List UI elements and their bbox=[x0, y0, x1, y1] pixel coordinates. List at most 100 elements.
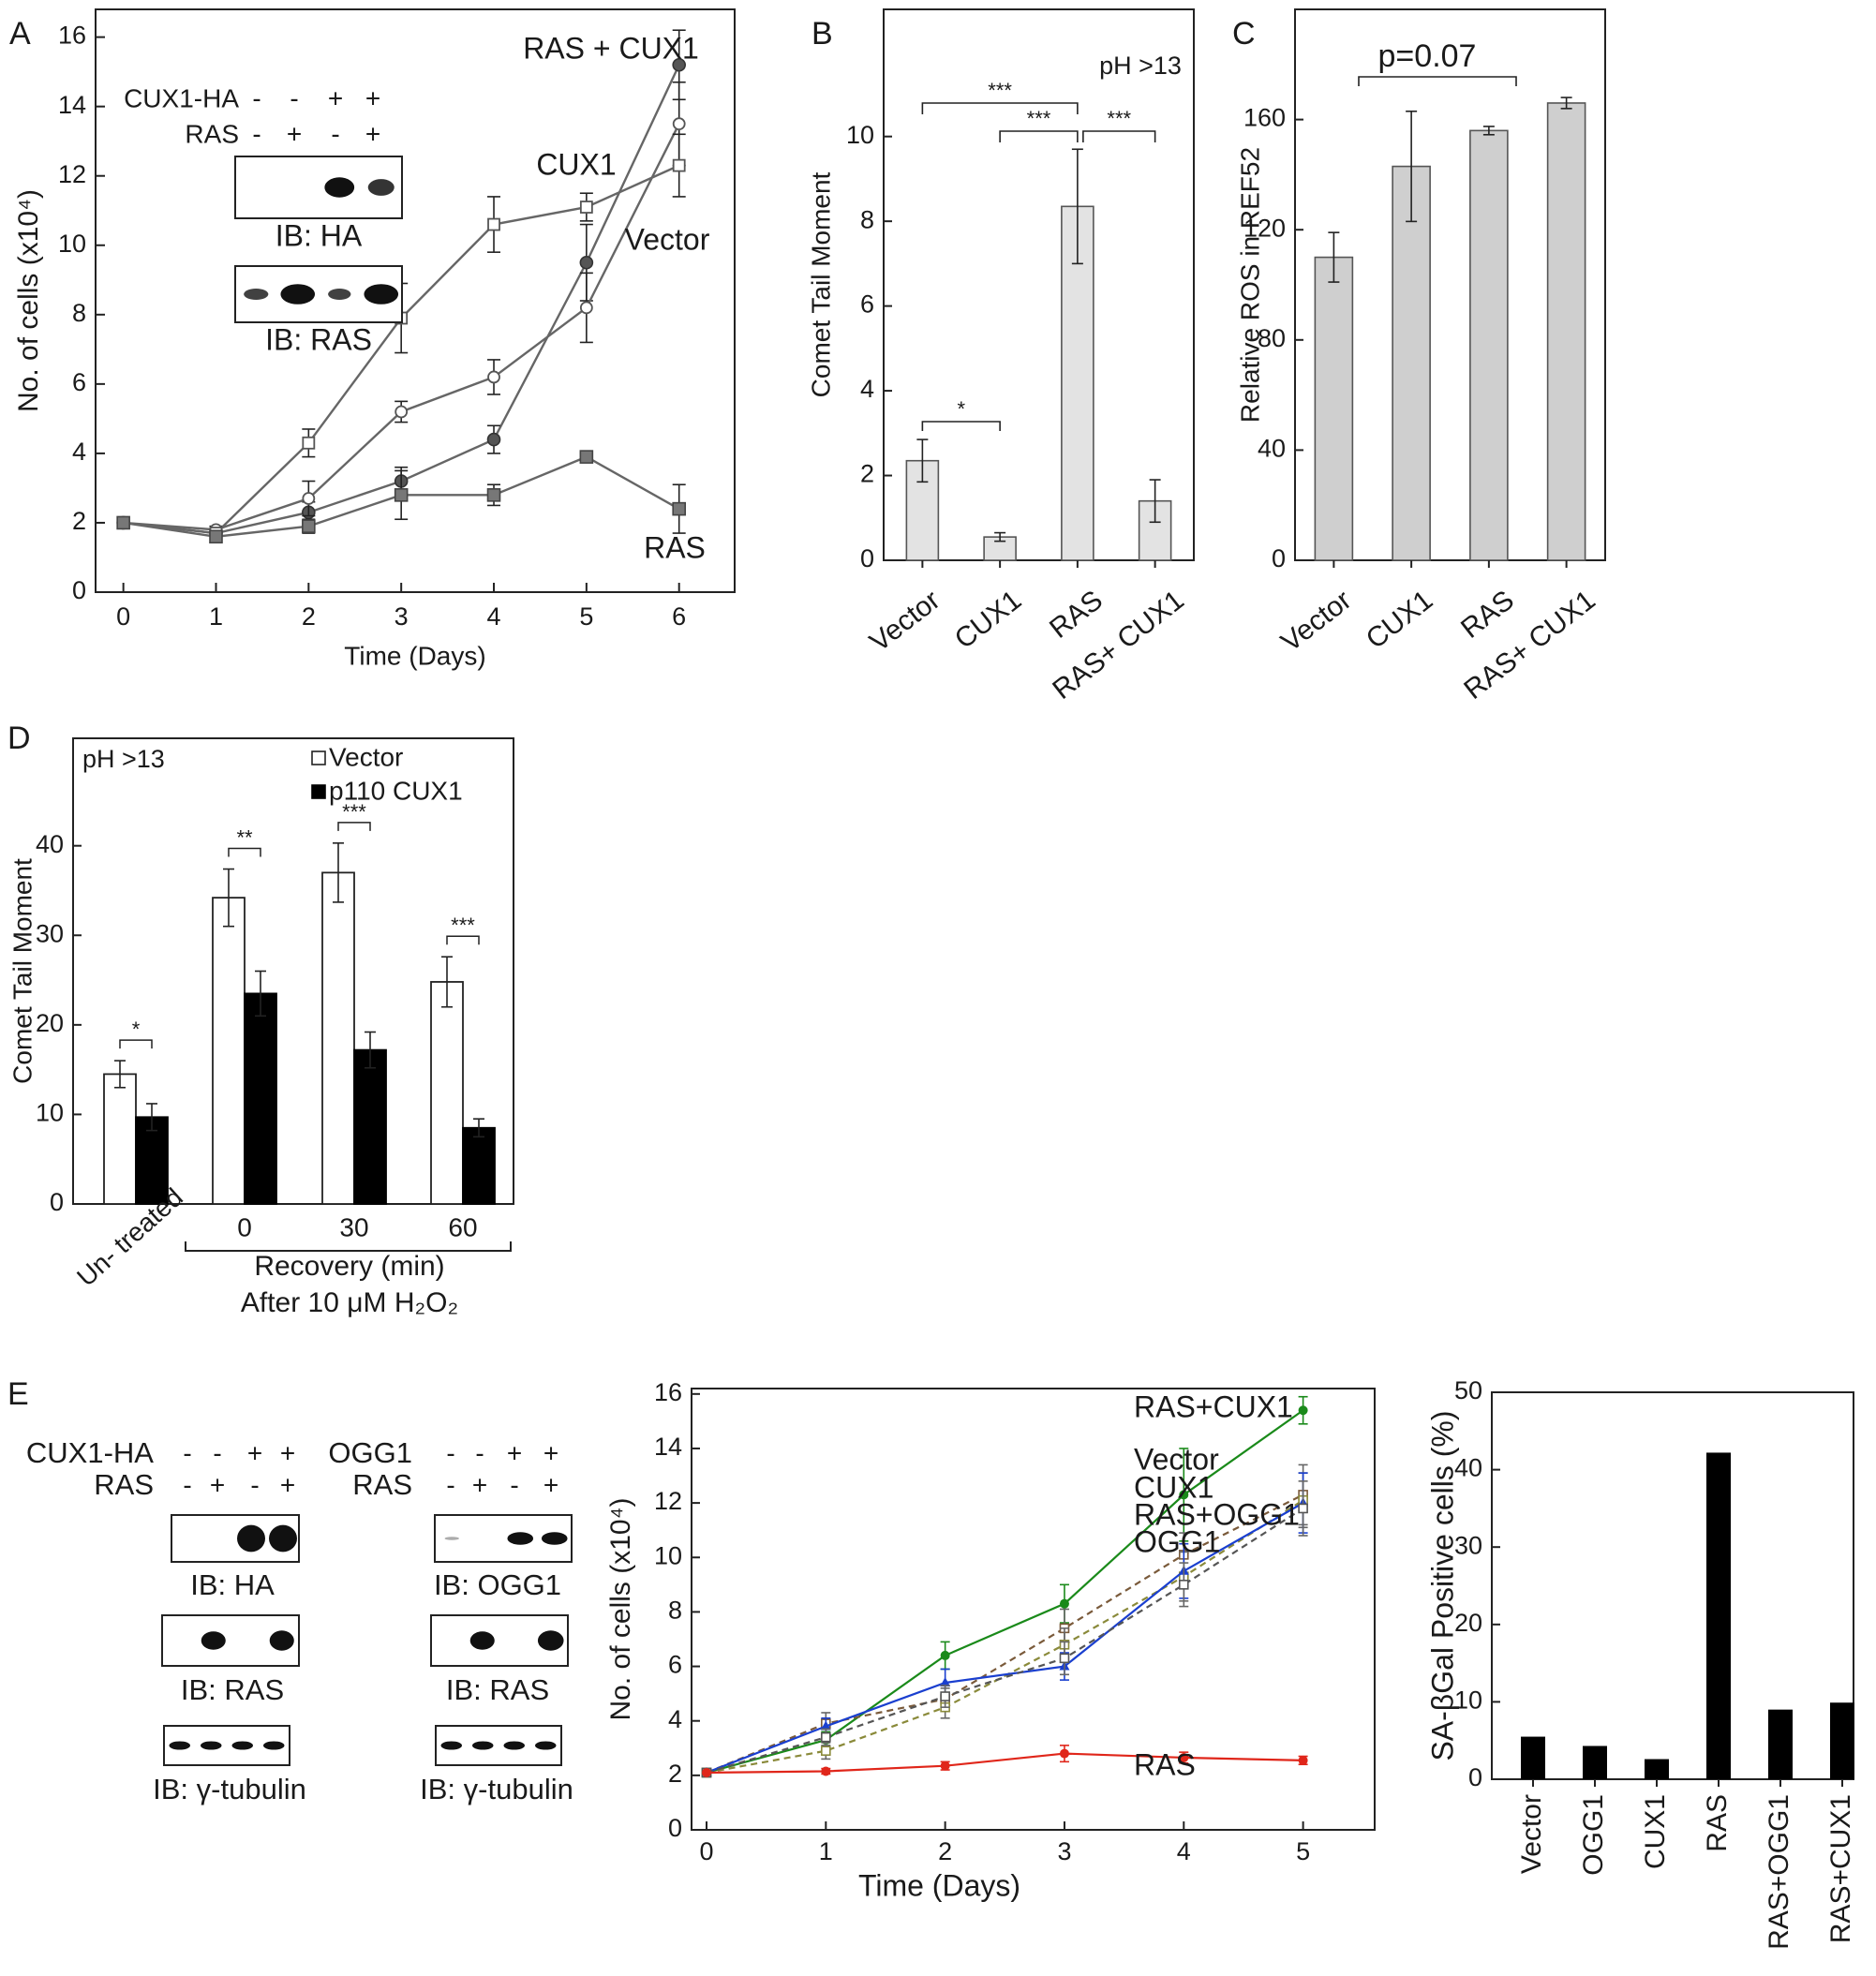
panel-e-bar-xtick-label: RAS+CUX1 bbox=[1825, 1794, 1856, 1943]
panel-a-blot-ras-band bbox=[328, 289, 351, 300]
panel-e-point bbox=[821, 1766, 831, 1776]
panel-c-bar bbox=[1469, 129, 1509, 561]
panel-b-xtick-label: RAS bbox=[1044, 585, 1109, 645]
panel-e-ylabel: No. of cells (x10⁴) bbox=[605, 1498, 636, 1721]
panel-e-xlabel: Time (Days) bbox=[858, 1868, 1020, 1902]
panel-a-xtick-label: 5 bbox=[579, 602, 593, 631]
panel-a-inset-sign: - bbox=[252, 83, 261, 112]
panel-e-point bbox=[1298, 1755, 1308, 1765]
panel-e-point bbox=[1179, 1490, 1189, 1500]
panel-e-right-blot-label: IB: OGG1 bbox=[434, 1568, 561, 1601]
panel-a-inset-row-label: CUX1-HA bbox=[124, 83, 239, 112]
panel-a-inset-sign: - bbox=[290, 83, 298, 112]
panel-e-right-blot-ogg1-band bbox=[541, 1532, 568, 1545]
panel-e-point bbox=[820, 1720, 831, 1731]
panel-e-ytick-label: 2 bbox=[668, 1760, 682, 1788]
panel-a-xlabel: Time (Days) bbox=[344, 641, 485, 670]
panel-a-inset-sign: - bbox=[331, 119, 339, 148]
panel-e-point bbox=[940, 1677, 951, 1686]
panel-c-bar bbox=[1546, 102, 1586, 561]
panel-a-point bbox=[579, 450, 594, 464]
panel-a-point bbox=[302, 492, 316, 505]
panel-e-right-blot-ogg1-band bbox=[507, 1532, 534, 1545]
panel-e-frame bbox=[691, 1388, 1376, 1831]
panel-d-sig-bracket bbox=[119, 1039, 153, 1049]
panel-a-ytick-label: 4 bbox=[72, 438, 86, 466]
panel-b-sig-bracket bbox=[921, 102, 1079, 114]
panel-e-right-blot-ogg1 bbox=[434, 1514, 573, 1563]
panel-a-point bbox=[302, 436, 316, 450]
panel-label-B: B bbox=[811, 16, 833, 52]
panel-a-point bbox=[672, 501, 686, 516]
panel-e-left-blot-tubulin-band bbox=[169, 1741, 191, 1750]
panel-e-series-label: CUX1 bbox=[1134, 1470, 1213, 1504]
panel-d-ytick-label: 0 bbox=[50, 1188, 64, 1216]
panel-a-xtick-label: 6 bbox=[672, 602, 686, 631]
panel-e-point bbox=[1298, 1405, 1308, 1416]
panel-e-bar-ytick-label: 20 bbox=[1454, 1609, 1482, 1637]
panel-d-bar-cux1 bbox=[244, 992, 277, 1205]
panel-e-ytick-label: 4 bbox=[668, 1705, 682, 1733]
panel-e-xtick-label: 3 bbox=[1057, 1837, 1071, 1865]
panel-c-ytick-label: 120 bbox=[1243, 214, 1286, 242]
panel-a-point bbox=[486, 432, 501, 447]
panel-e-ytick-label: 6 bbox=[668, 1651, 682, 1679]
panel-e-right-row-label: RAS bbox=[352, 1468, 412, 1501]
panel-e-right-sign: + bbox=[543, 1470, 558, 1499]
panel-a-blot-ha-band bbox=[367, 179, 395, 196]
panel-e-bar-ytick-label: 0 bbox=[1468, 1763, 1482, 1791]
panel-a-ytick-label: 6 bbox=[72, 368, 86, 396]
panel-label-A: A bbox=[9, 16, 31, 52]
panel-a-ytick-label: 2 bbox=[72, 507, 86, 535]
panel-e-left-sign: + bbox=[210, 1470, 225, 1499]
panel-e-right-blot-ogg1-band bbox=[444, 1537, 459, 1540]
panel-a-xtick-label: 1 bbox=[209, 602, 223, 631]
panel-e-left-sign: - bbox=[213, 1438, 221, 1467]
panel-e-bar-xtick-label: RAS bbox=[1702, 1794, 1733, 1852]
panel-e-ytick-label: 16 bbox=[654, 1378, 682, 1406]
panel-e-left-sign: + bbox=[247, 1438, 262, 1467]
panel-label-C: C bbox=[1232, 16, 1256, 52]
panel-e-left-blot-label: IB: RAS bbox=[181, 1673, 284, 1706]
panel-a-point bbox=[672, 158, 686, 172]
panel-a-series-label: RAS bbox=[644, 530, 706, 564]
panel-c-xtick-label: CUX1 bbox=[1361, 585, 1438, 655]
panel-e-left-blot-ha-band bbox=[269, 1524, 297, 1553]
panel-e-ytick-label: 8 bbox=[668, 1597, 682, 1625]
panel-e-series-line bbox=[706, 1493, 1304, 1774]
panel-a-frame bbox=[95, 8, 736, 593]
panel-e-series-line bbox=[706, 1499, 1304, 1775]
panel-e-point bbox=[1059, 1598, 1069, 1609]
panel-b-xtick-label: Vector bbox=[864, 585, 945, 658]
panel-e-series-line bbox=[706, 1752, 1303, 1775]
panel-b-ytick-label: 8 bbox=[860, 205, 874, 233]
panel-e-bar bbox=[1830, 1702, 1854, 1779]
panel-d-sig-label: *** bbox=[451, 914, 475, 937]
panel-a-blot-ras-band bbox=[280, 284, 316, 305]
panel-a-xtick-label: 2 bbox=[302, 602, 316, 631]
panel-e-point bbox=[1059, 1653, 1070, 1664]
panel-e-bar-xtick-label: CUX1 bbox=[1640, 1794, 1671, 1869]
panel-e-point bbox=[1178, 1580, 1189, 1590]
panel-d-sig-label: ** bbox=[236, 826, 253, 850]
panel-a-series-label: CUX1 bbox=[536, 147, 616, 181]
panel-e-series-line bbox=[706, 1507, 1304, 1774]
panel-d-recovery-bracket bbox=[185, 1241, 512, 1252]
panel-e-point bbox=[940, 1691, 950, 1701]
panel-b-sig-bracket bbox=[1082, 130, 1156, 142]
panel-b-ylabel: Comet Tail Moment bbox=[806, 171, 835, 397]
panel-d-xlabel2: After 10 μM H₂O₂ bbox=[241, 1287, 458, 1318]
panel-e-bar-ytick-label: 50 bbox=[1454, 1376, 1482, 1404]
panel-e-right-blot-tubulin-band bbox=[440, 1741, 463, 1750]
panel-a-series-label: RAS + CUX1 bbox=[523, 31, 699, 65]
panel-c-xtick-label: Vector bbox=[1275, 585, 1357, 658]
panel-e-left-sign: - bbox=[183, 1438, 191, 1467]
panel-e-point bbox=[821, 1731, 831, 1743]
panel-e-bar bbox=[1645, 1759, 1669, 1779]
panel-c-p-bracket bbox=[1358, 76, 1517, 86]
panel-e-right-sign: - bbox=[475, 1438, 484, 1467]
panel-d-frame bbox=[72, 737, 514, 1205]
panel-a-xtick-label: 4 bbox=[486, 602, 500, 631]
panel-a-ytick-label: 12 bbox=[58, 160, 86, 188]
